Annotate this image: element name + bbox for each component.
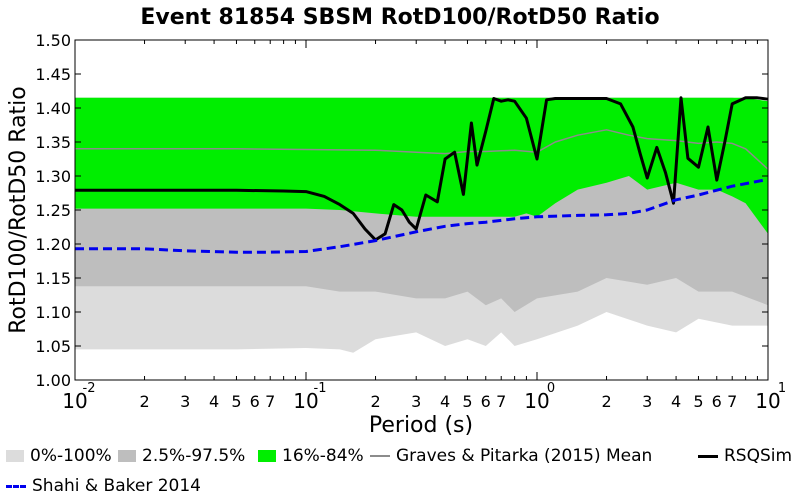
- x-decade-label: 10: [755, 389, 780, 413]
- x-minor-label: 6: [712, 392, 722, 411]
- legend-item-rsqsim: RSQSim: [698, 444, 792, 468]
- legend-swatch: [370, 455, 390, 457]
- x-minor-label: 4: [440, 392, 450, 411]
- series-line-0: [75, 129, 769, 170]
- legend-row-1: 0%-100% 2.5%-97.5% 16%-84% Graves & Pita…: [0, 444, 800, 468]
- y-tick-label: 1.25: [35, 201, 71, 220]
- x-minor-label: 5: [231, 392, 241, 411]
- legend-label: Shahi & Baker 2014: [32, 476, 201, 496]
- y-tick-label: 1.20: [35, 235, 71, 254]
- x-minor-label: 5: [462, 392, 472, 411]
- y-tick-label: 1.40: [35, 99, 71, 118]
- x-minor-label: 7: [265, 392, 275, 411]
- legend-swatch: [6, 450, 24, 462]
- legend-swatch: [258, 450, 276, 462]
- legend-label: Graves & Pitarka (2015) Mean: [396, 446, 653, 466]
- y-tick-label: 1.10: [35, 303, 71, 322]
- x-decade-label: 10: [62, 389, 87, 413]
- chart-title: Event 81854 SBSM RotD100/RotD50 Ratio: [140, 5, 659, 30]
- legend-row-2: Shahi & Baker 2014: [0, 474, 800, 498]
- legend-item-16-84: 16%-84%: [258, 444, 364, 468]
- legend-swatch: [698, 454, 718, 458]
- x-decade-exponent: -1: [314, 381, 327, 396]
- x-decade-label: 10: [293, 389, 318, 413]
- series-lines: [75, 96, 769, 254]
- x-minor-label: 4: [671, 392, 681, 411]
- y-axis: 1.00 1.05 1.10 1.15 1.20 1.25 1.30 1.35 1.40 1.45…: [35, 31, 768, 390]
- x-minor-label: 4: [209, 392, 219, 411]
- x-decade-exponent: 1: [778, 381, 786, 396]
- legend-item-shahi-baker: Shahi & Baker 2014: [6, 474, 201, 498]
- legend-item-2-5-97-5: 2.5%-97.5%: [118, 444, 245, 468]
- x-minor-label: 3: [411, 392, 421, 411]
- x-minor-label: 3: [180, 392, 190, 411]
- legend-label: 2.5%-97.5%: [142, 446, 246, 466]
- legend-swatch: [6, 484, 26, 488]
- y-tick-label: 1.05: [35, 337, 71, 356]
- y-tick-label: 1.35: [35, 133, 71, 152]
- x-minor-label: 6: [250, 392, 260, 411]
- x-decade-exponent: -2: [83, 381, 96, 396]
- legend-swatch: [118, 450, 136, 462]
- x-decade-exponent: 0: [547, 381, 555, 396]
- y-tick-label: 1.15: [35, 269, 71, 288]
- y-tick-label: 1.00: [35, 371, 71, 390]
- x-minor-label: 2: [139, 392, 149, 411]
- x-minor-label: 6: [481, 392, 491, 411]
- legend-item-graves-pitarka: Graves & Pitarka (2015) Mean: [370, 444, 652, 468]
- series-line-2: [75, 177, 769, 254]
- legend-label: RSQSim: [724, 446, 793, 466]
- percentile-bands: [75, 97, 768, 353]
- y-tick-label: 1.45: [35, 65, 71, 84]
- y-tick-label: 1.50: [35, 31, 71, 50]
- x-decade-label: 10: [524, 389, 549, 413]
- y-axis-label: RotD100/RotD50 Ratio: [6, 86, 31, 334]
- x-minor-label: 7: [727, 392, 737, 411]
- legend-label: 16%-84%: [282, 446, 364, 466]
- x-minor-label: 2: [370, 392, 380, 411]
- x-minor-label: 3: [642, 392, 652, 411]
- legend-label: 0%-100%: [30, 446, 112, 466]
- series-line-1: [75, 96, 769, 242]
- legend-item-0-100: 0%-100%: [6, 444, 112, 468]
- x-minor-label: 2: [601, 392, 611, 411]
- x-minor-label: 7: [496, 392, 506, 411]
- y-tick-label: 1.30: [35, 167, 71, 186]
- x-axis-label: Period (s): [369, 413, 473, 438]
- x-minor-label: 5: [693, 392, 703, 411]
